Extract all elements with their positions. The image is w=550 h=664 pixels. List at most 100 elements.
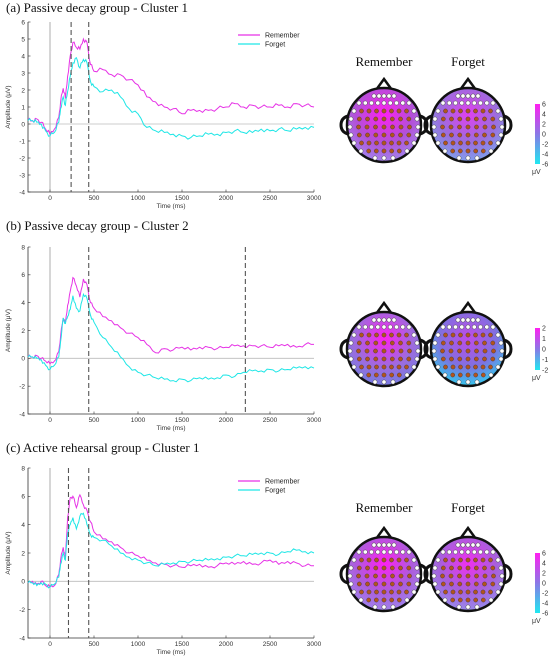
electrode-significant [480,597,486,603]
electrode-significant [366,589,372,595]
electrode [475,542,481,548]
colorbar-tick-label: 4 [542,560,546,567]
electrode-significant [381,565,387,571]
remember-series-line [27,37,315,136]
electrode-significant [373,348,378,354]
electrode-significant [366,148,372,154]
electrode-significant [440,132,446,138]
electrode [351,108,357,114]
electrode-significant [440,348,445,354]
colorbar-tick-label: 0 [542,131,546,138]
electrode-significant [465,573,471,579]
electrode [406,324,412,330]
electrode [495,364,501,370]
electrode [435,140,441,146]
colorbar-tick-label: 2 [542,570,546,577]
electrode-significant [449,132,454,138]
electrode-significant [389,565,395,571]
electrode-significant [398,565,403,571]
colorbar [535,104,540,164]
head-ear-right [503,338,513,360]
electrode [470,93,476,99]
electrode-significant [398,581,403,587]
electrode-significant [482,116,487,122]
electrode-significant [465,356,471,362]
electrode-significant [374,364,379,370]
electrode-significant [356,340,362,346]
electrode-significant [465,589,471,595]
electrode [381,100,387,106]
electrode-significant [389,116,395,122]
electrode-significant [491,348,496,354]
electrode-significant [465,148,471,154]
electrode [358,597,364,603]
y-tick-label: 6 [21,19,25,26]
x-tick-label: 1000 [131,641,146,648]
x-tick-label: 2000 [219,641,234,648]
electrode [414,132,420,138]
electrode-significant [490,581,496,587]
electrode-significant [389,597,395,603]
electrode [475,317,481,323]
electrode [404,372,410,378]
electrode-significant [398,132,403,138]
electrode-significant [356,581,362,587]
electrode-significant [482,573,488,579]
electrode-significant [373,116,379,122]
electrode [375,324,381,330]
x-tick-label: 3000 [307,641,322,648]
electrode-significant [443,589,448,595]
electrode-significant [465,140,471,146]
electrode [347,573,353,579]
legend-remember-label: Remember [265,33,300,40]
electrode-significant [406,581,412,587]
electrode-significant [450,589,456,595]
x-tick-label: 1500 [175,417,190,424]
electrode-significant [389,108,394,114]
electrode-significant [473,581,479,587]
electrode [411,589,417,595]
electrode [455,317,461,323]
electrode-significant [473,332,478,338]
electrode-significant [407,124,412,130]
electrode-significant [407,348,412,354]
head-nose [458,300,478,315]
y-tick-label: 1 [21,104,25,111]
electrode-significant [366,140,372,146]
electrode-significant [448,573,454,579]
y-tick-label: 6 [21,494,25,501]
electrode-significant [359,332,364,338]
electrode [465,549,471,555]
electrode-significant [359,557,364,563]
electrode-significant [374,557,379,563]
head-ear-left [339,114,349,136]
electrode-significant [465,364,471,370]
electrode-significant [374,108,379,114]
electrode-significant [373,132,379,138]
forget-series-line [27,512,315,589]
electrode-significant [398,348,404,354]
electrode [411,108,417,114]
electrode-significant [457,124,462,130]
electrode-significant [449,565,454,571]
chart-legend: Remember Forget [238,479,300,495]
electrode-significant [381,364,387,370]
electrode-significant [390,124,395,130]
electrode-significant [473,108,478,114]
electrode-significant [457,581,463,587]
electrode-significant [450,372,456,378]
electrode [471,100,477,106]
electrode [394,100,399,106]
topomap-remember [339,300,429,388]
electrode-significant [359,140,364,146]
electrode-significant [389,148,395,154]
electrode-significant [365,356,370,362]
electrode-significant [443,557,448,563]
electrode [488,597,494,603]
electrode-significant [465,116,471,122]
electrode-significant [450,108,456,114]
electrode [390,379,396,385]
electrode-significant [381,597,387,603]
electrode [465,604,471,610]
head-nose [458,525,478,540]
